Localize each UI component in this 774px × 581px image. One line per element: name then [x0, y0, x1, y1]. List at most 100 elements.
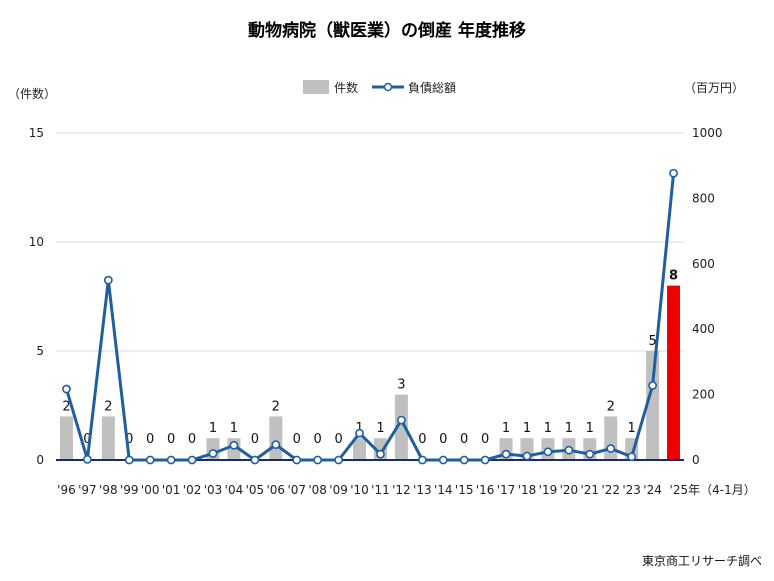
bar-data-label: 0 — [188, 432, 196, 447]
bar-data-label: 1 — [565, 421, 573, 436]
left-axis-unit: （件数） — [8, 86, 56, 101]
line-point — [417, 455, 427, 465]
bar-data-label: 0 — [439, 432, 447, 447]
bar-data-label: 1 — [523, 421, 531, 436]
x-axis-tick-label: '21 — [581, 483, 600, 497]
x-axis-tick-label: '05 — [246, 483, 265, 497]
x-axis-tick-label: '03 — [204, 483, 223, 497]
left-axis-ticks: 0 5 10 15 — [29, 126, 44, 467]
x-axis-tick-label: '24 — [643, 483, 662, 497]
x-axis-tick-label: '96 — [57, 483, 76, 497]
line-point — [250, 455, 260, 465]
x-axis-tick-label: '23 — [622, 483, 641, 497]
bar-data-label: 8 — [669, 269, 678, 284]
bar-data-label: 0 — [146, 432, 154, 447]
line-point — [501, 449, 511, 459]
x-axis-tick-label: '18 — [518, 483, 537, 497]
bar-data-label: 1 — [209, 421, 217, 436]
bar-data-label: 0 — [481, 432, 489, 447]
gridlines — [56, 132, 684, 352]
x-axis-tick-label: '20 — [560, 483, 579, 497]
bar-data-label: 0 — [334, 432, 342, 447]
line-point — [606, 444, 616, 453]
x-axis-ticks: '96'97'98'99'00'01'02'03'04'05'06'07'08 '… — [57, 483, 756, 497]
line-point — [103, 275, 113, 285]
bar-data-label: 1 — [355, 421, 363, 436]
left-axis-tick-label: 15 — [29, 126, 44, 140]
bar — [353, 438, 367, 460]
bar-data-label: 5 — [648, 334, 656, 349]
bar-data-label: 0 — [418, 432, 426, 447]
line-point — [208, 449, 218, 458]
legend-bar-label: 件数 — [334, 80, 358, 95]
x-axis-tick-label: '98 — [99, 483, 118, 497]
bar — [269, 416, 283, 460]
line-point — [229, 440, 239, 450]
x-axis-tick-label: '14 — [434, 483, 453, 497]
line-point — [187, 455, 197, 465]
x-axis-tick-label: '09 — [329, 483, 348, 497]
bar-data-label: 0 — [293, 432, 301, 447]
line-point — [669, 168, 678, 178]
line-point — [313, 455, 323, 465]
legend-line-label: 負債総額 — [408, 80, 456, 95]
x-axis-tick-label: '00 — [141, 483, 160, 497]
left-axis-tick-label: 10 — [29, 235, 44, 249]
line-point — [627, 452, 637, 462]
line-point — [334, 455, 343, 465]
bar — [646, 351, 660, 460]
line-point — [522, 451, 532, 461]
line-path — [65, 173, 676, 462]
line-point — [166, 455, 176, 465]
source-note: 東京商工リサーチ調べ — [642, 553, 762, 568]
x-axis-tick-label: '10 — [350, 483, 369, 497]
x-axis-tick-label: '99 — [120, 483, 139, 497]
bar — [59, 416, 73, 460]
line-point — [145, 455, 155, 465]
line-point — [438, 455, 448, 465]
bar — [101, 416, 115, 460]
x-axis-tick-label: '11 — [371, 483, 390, 497]
line-point — [271, 440, 281, 450]
bar-data-label: 0 — [83, 432, 91, 447]
x-axis-tick-label: '16 — [476, 483, 495, 497]
x-axis-tick-label: '08 — [308, 483, 327, 497]
bar-data-label: 0 — [167, 432, 175, 447]
line-point — [376, 449, 385, 459]
left-axis-tick-label: 5 — [36, 344, 44, 358]
x-axis-tick-label: '25年（4-1月） — [670, 483, 756, 497]
x-axis-tick-label: '19 — [539, 483, 558, 497]
x-axis-tick-label: '01 — [162, 483, 181, 497]
x-axis-tick-label: '06 — [267, 483, 286, 497]
right-axis-tick-label: 200 — [692, 388, 715, 402]
bar — [394, 394, 408, 460]
right-axis-tick-label: 1000 — [692, 126, 723, 140]
bar-data-label: 1 — [502, 421, 510, 436]
bar-data-label: 2 — [62, 399, 70, 414]
x-axis-tick-label: '15 — [455, 483, 474, 497]
bar-data-label: 0 — [314, 432, 322, 447]
bar-data-label: 0 — [460, 432, 468, 447]
line-point — [355, 428, 364, 438]
x-axis-tick-label: '02 — [183, 483, 202, 497]
bar-data-label: 1 — [230, 421, 238, 436]
line-point — [62, 384, 71, 394]
bar — [667, 285, 681, 460]
line-point — [480, 455, 490, 465]
line-series-debt — [62, 168, 678, 465]
bar-data-label: 0 — [125, 432, 133, 447]
x-axis-tick-label: '22 — [601, 483, 620, 497]
legend-line-marker — [383, 82, 393, 92]
line-point — [564, 445, 574, 455]
bar-data-label: 2 — [607, 399, 615, 414]
x-axis-tick-label: '12 — [392, 483, 411, 497]
legend-bar-swatch — [303, 80, 329, 94]
bar-data-label: 1 — [586, 421, 594, 436]
line-point — [124, 455, 134, 465]
chart-title: 動物病院（獣医業）の倒産 年度推移 — [248, 20, 526, 41]
line-point — [459, 455, 469, 465]
line-point — [585, 449, 595, 459]
left-axis-tick-label: 0 — [36, 453, 44, 467]
right-axis-ticks: 0 200 400 600 800 1000 — [692, 126, 723, 467]
